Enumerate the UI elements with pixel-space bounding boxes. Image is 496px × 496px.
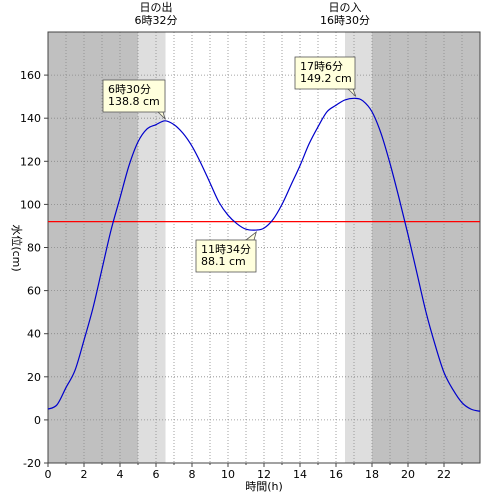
y-tick-label: 60: [27, 285, 41, 298]
callout-text: 6時30分: [108, 83, 151, 96]
y-tick-label: 100: [20, 198, 41, 211]
x-tick-label: 4: [117, 468, 124, 481]
x-tick-label: 16: [329, 468, 343, 481]
x-tick-label: 2: [81, 468, 88, 481]
y-tick-label: -20: [23, 457, 41, 470]
y-tick-label: 80: [27, 242, 41, 255]
sunset-label-line2: 16時30分: [320, 14, 370, 27]
x-tick-label: 12: [257, 468, 271, 481]
callout-box: [294, 56, 356, 90]
x-tick-label: 20: [401, 468, 415, 481]
y-tick-label: 120: [20, 155, 41, 168]
callout-text: 17時6分: [300, 60, 343, 73]
callout-text: 138.8 cm: [108, 95, 160, 108]
callout-text: 11時34分: [201, 243, 251, 256]
x-tick-label: 10: [221, 468, 235, 481]
y-tick-label: 20: [27, 371, 41, 384]
x-tick-label: 22: [437, 468, 451, 481]
callout-box: [102, 79, 166, 113]
y-tick-label: 40: [27, 328, 41, 341]
sunrise-label-line2: 6時32分: [135, 14, 178, 27]
tide-line: [47, 97, 481, 412]
x-tick-label: 14: [293, 468, 307, 481]
x-axis-label: 時間(h): [245, 480, 283, 493]
y-tick-label: 0: [34, 414, 41, 427]
x-tick-label: 8: [189, 468, 196, 481]
callout-box: [195, 239, 257, 273]
callout-text: 88.1 cm: [201, 255, 246, 268]
twilight-band-evening: [345, 32, 372, 463]
x-tick-label: 6: [153, 468, 160, 481]
sunset-label-line1: 日の入: [329, 1, 362, 14]
sunrise-label-line1: 日の出: [140, 0, 173, 14]
x-tick-label: 18: [365, 468, 379, 481]
callout-text: 149.2 cm: [300, 72, 352, 85]
y-tick-label: 160: [20, 69, 41, 82]
x-tick-label: 0: [45, 468, 52, 481]
y-axis-label: 水位(cm): [10, 224, 24, 271]
y-tick-label: 140: [20, 112, 41, 125]
